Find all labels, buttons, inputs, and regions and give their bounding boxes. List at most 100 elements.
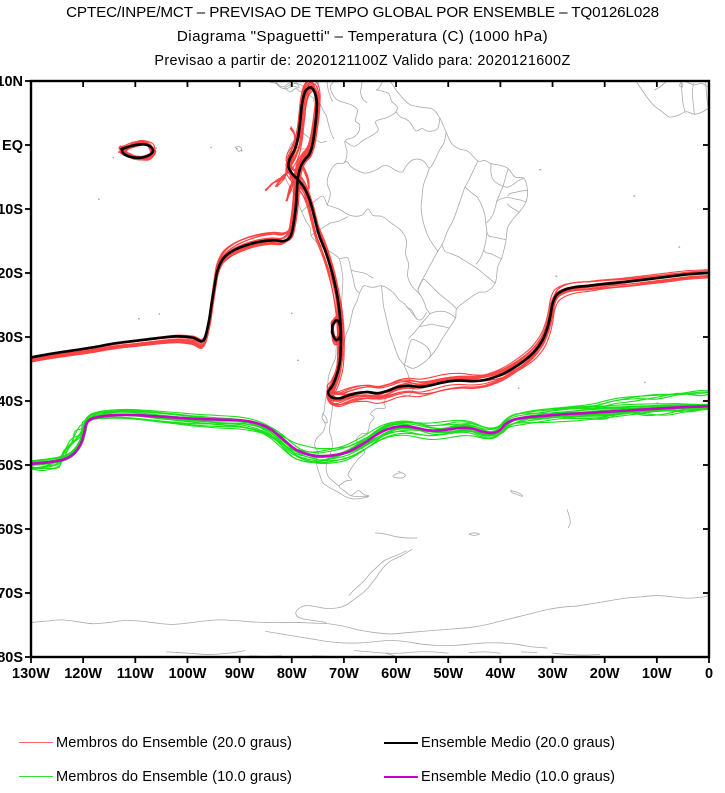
x-axis-tick-label: 110W <box>117 666 154 682</box>
geo-path-b5 <box>343 131 447 174</box>
legend-label-members-20c: Membros do Ensemble (20.0 graus) <box>56 734 292 751</box>
forecast-validity-text: Previsao a partir de: 2020121100Z Valido… <box>154 53 571 69</box>
ensemble-member-contour-20c <box>118 142 155 161</box>
legend-label-mean-10c: Ensemble Medio (10.0 graus) <box>421 768 616 785</box>
legend-item-mean-10c: Ensemble Medio (10.0 graus) <box>384 760 615 793</box>
geo-path-drake2 <box>468 532 480 536</box>
geo-path-camerica-coast <box>267 81 277 84</box>
x-axis-tick-label: 10W <box>642 666 672 682</box>
geo-path-b14 <box>483 249 502 260</box>
legend-item-members-20c: Membros do Ensemble (20.0 graus) <box>19 726 292 759</box>
geo-path-b23 <box>404 338 431 366</box>
chart-subtitle: Diagrama "Spaguetti" – Temperatura (C) (… <box>176 28 549 45</box>
geo-path-ant-bits1 <box>166 650 246 655</box>
geo-path-b12 <box>418 323 450 329</box>
geo-path-b32 <box>326 81 333 102</box>
geo-island-dot <box>240 149 243 152</box>
x-axis-tick-label: 60W <box>381 666 411 682</box>
legend-label-members-10c: Membros do Ensemble (10.0 graus) <box>56 768 292 785</box>
geo-island-dot <box>236 147 238 150</box>
ensemble-member-contour-10c <box>31 408 708 465</box>
y-axis-labels: 10N EQ 10S 20S 30S 40S 50S 60S 70S 80S <box>0 74 23 666</box>
legend-item-members-10c: Membros do Ensemble (10.0 graus) <box>19 760 292 793</box>
ensemble-mean-10c-layer <box>31 404 709 466</box>
geo-path-ant-pen <box>295 549 413 623</box>
ensemble-member-contour-10c <box>31 421 88 469</box>
geo-path-africa-inland6 <box>649 65 668 74</box>
geo-island-dot <box>112 156 115 159</box>
geo-path-africa-inland7 <box>623 50 643 54</box>
geo-island-dot <box>290 312 293 315</box>
y-axis-tick-label: 30S <box>0 330 23 346</box>
ensemble-member-contour-20c <box>265 177 286 191</box>
geo-path-b16 <box>485 168 509 224</box>
geo-path-ant-coast <box>31 595 709 635</box>
x-axis-tick-label: 50W <box>433 666 463 682</box>
geo-path-africa-west <box>635 81 709 118</box>
y-axis-tick-label: 50S <box>0 458 23 474</box>
x-axis-tick-label: 120W <box>64 666 102 682</box>
ensemble-member-contour-10c <box>553 392 709 411</box>
geo-path-ant-inner2 <box>353 650 449 654</box>
geo-path-b19 <box>507 190 528 197</box>
geo-island-dot <box>210 146 212 149</box>
chart-titles: CPTEC/INPE/MCT – PREVISAO DE TEMPO GLOBA… <box>0 0 725 72</box>
geo-path-b31 <box>313 81 320 102</box>
ensemble-member-contour-20c <box>286 170 297 202</box>
ensemble-mean-contour-20c <box>31 86 709 400</box>
geo-path-b25 <box>350 270 374 279</box>
geo-path-ant-pen-west <box>348 550 407 596</box>
y-axis-tick-label: 80S <box>0 650 23 666</box>
geo-path-b34 <box>375 81 384 91</box>
chart-legend: Membros do Ensemble (20.0 graus) Ensembl… <box>0 726 725 792</box>
geo-island-dot <box>158 313 161 315</box>
geo-path-drake1 <box>374 532 418 539</box>
geo-path-b13 <box>486 231 507 241</box>
legend-swatch-members-10c <box>19 776 53 777</box>
geo-path-africa-inland1 <box>643 58 709 79</box>
x-axis-tick-label: 20W <box>590 666 620 682</box>
geo-path-ant-bits6 <box>520 651 538 653</box>
geo-path-b22 <box>407 307 418 320</box>
legend-swatch-members-20c <box>19 742 53 743</box>
geo-path-africa-inland4 <box>691 83 695 115</box>
geo-path-s-georgia <box>509 490 523 497</box>
ensemble-member-contour-10c <box>552 391 709 410</box>
geo-island-dot <box>155 147 158 150</box>
ensemble-mean-contour-20c <box>330 318 343 342</box>
geo-path-b3 <box>344 89 398 147</box>
geo-path-cuba <box>265 0 322 17</box>
y-axis-tick-label: 20S <box>0 266 23 282</box>
x-axis-tick-label: 100W <box>169 666 207 682</box>
ensemble-member-contour-10c <box>32 422 87 470</box>
geo-path-b24 <box>381 285 405 366</box>
y-axis-tick-label: 40S <box>0 394 23 410</box>
geo-path-b18 <box>507 203 520 213</box>
x-axis-labels: 130W 120W 110W 100W 90W 80W 70W 60W 50W 40W 30W 20W… <box>12 666 713 682</box>
y-axis-tick-label: 10S <box>0 202 23 218</box>
geo-path-b6 <box>417 160 479 296</box>
geo-path-africa-inland2 <box>654 81 709 91</box>
x-axis-tick-label: 0 <box>705 666 713 682</box>
x-axis-tick-label: 40W <box>485 666 515 682</box>
geo-path-b15 <box>490 163 525 188</box>
geo-path-ant-bits7 <box>552 652 600 656</box>
map-chart-area: 130W 120W 110W 100W 90W 80W 70W 60W 50W 40W 30W 20W… <box>0 0 713 682</box>
page-title: CPTEC/INPE/MCT – PREVISAO DE TEMPO GLOBA… <box>66 4 659 21</box>
ensemble-member-contour-10c <box>562 408 709 419</box>
y-axis-tick-label: EQ <box>2 138 23 154</box>
ensemble-member-contour-20c <box>31 82 709 402</box>
geo-path-ssand <box>566 509 571 529</box>
geo-island-dot <box>138 317 140 320</box>
ensemble-member-contour-10c <box>562 407 709 418</box>
x-axis-tick-label: 80W <box>277 666 307 682</box>
x-axis-tick-label: 130W <box>12 666 50 682</box>
ensemble-member-contour-10c <box>32 422 88 472</box>
geo-island-dot <box>297 359 299 362</box>
y-axis-tick-label: 10N <box>0 74 23 90</box>
spaghetti-map-svg: 130W 120W 110W 100W 90W 80W 70W 60W 50W 40W 30W 20W… <box>0 0 713 682</box>
legend-item-mean-20c: Ensemble Medio (20.0 graus) <box>384 726 615 759</box>
ensemble-mean-contour-10c <box>31 404 709 466</box>
geo-path-ant-inner1 <box>265 631 548 649</box>
